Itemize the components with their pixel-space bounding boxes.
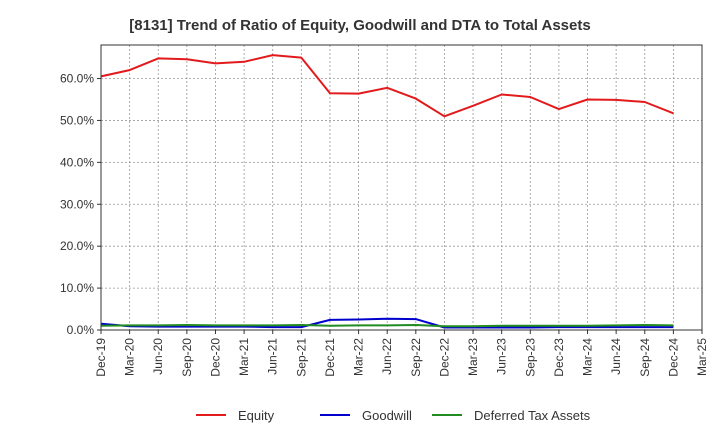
y-tick-label: 50.0% <box>60 113 94 127</box>
legend-label-deferred-tax-assets: Deferred Tax Assets <box>474 408 591 423</box>
x-tick-label: Jun-21 <box>266 338 280 375</box>
y-tick-label: 10.0% <box>60 281 94 295</box>
x-tick-label: Sep-24 <box>638 338 652 377</box>
x-tick-label: Mar-24 <box>581 338 595 376</box>
x-tick-label: Mar-22 <box>352 338 366 376</box>
legend-label-equity: Equity <box>238 408 275 423</box>
x-tick-label: Dec-20 <box>208 338 222 377</box>
x-tick-label: Mar-20 <box>123 338 137 376</box>
x-tick-label: Sep-22 <box>409 338 423 377</box>
x-tick-label: Dec-23 <box>552 338 566 377</box>
series-line-equity <box>100 54 674 118</box>
x-tick-label: Jun-24 <box>609 338 623 375</box>
x-tick-label: Jun-20 <box>151 338 165 375</box>
x-tick-label: Sep-21 <box>294 338 308 377</box>
plot-area-frame <box>100 44 703 331</box>
y-tick-label: 40.0% <box>60 155 94 169</box>
grid-lines <box>101 45 702 330</box>
y-tick-label: 60.0% <box>60 72 94 86</box>
legend: Equity Goodwill Deferred Tax Assets <box>196 408 591 423</box>
x-tick-label: Jun-22 <box>380 338 394 375</box>
x-tick-label: Dec-24 <box>666 338 680 377</box>
x-axis-ticks: Dec-19 Mar-20 Jun-20 Sep-20 Dec-20 Mar-21 Jun-… <box>94 330 709 377</box>
x-tick-label: Mar-21 <box>237 338 251 376</box>
series-line-deferred-tax-assets <box>100 324 674 328</box>
y-tick-label: 20.0% <box>60 239 94 253</box>
chart-title: [8131] Trend of Ratio of Equity, Goodwil… <box>129 17 590 34</box>
series-line-goodwill <box>100 317 674 329</box>
x-tick-label: Sep-20 <box>180 338 194 377</box>
x-tick-label: Dec-21 <box>323 338 337 377</box>
x-tick-label: Mar-25 <box>695 338 709 376</box>
x-tick-label: Dec-22 <box>437 338 451 377</box>
legend-label-goodwill: Goodwill <box>362 408 412 423</box>
y-axis-ticks: 0.0% 10.0% 20.0% 30.0% 40.0% 50.0% 60.0% <box>60 72 101 337</box>
x-tick-label: Dec-19 <box>94 338 108 377</box>
series-lines <box>100 54 674 329</box>
x-tick-label: Jun-23 <box>495 338 509 375</box>
x-tick-label: Sep-23 <box>523 338 537 377</box>
y-tick-label: 30.0% <box>60 197 94 211</box>
y-tick-label: 0.0% <box>67 323 95 337</box>
x-tick-label: Mar-23 <box>466 338 480 376</box>
